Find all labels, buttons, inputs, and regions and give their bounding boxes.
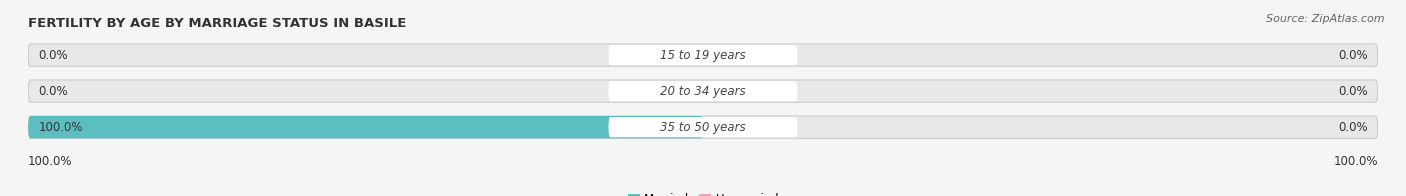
FancyBboxPatch shape bbox=[28, 44, 1378, 66]
Text: 0.0%: 0.0% bbox=[1339, 85, 1368, 98]
Text: 100.0%: 100.0% bbox=[28, 155, 73, 168]
FancyBboxPatch shape bbox=[28, 116, 703, 138]
FancyBboxPatch shape bbox=[609, 117, 797, 137]
FancyBboxPatch shape bbox=[609, 81, 797, 101]
Text: 100.0%: 100.0% bbox=[1333, 155, 1378, 168]
FancyBboxPatch shape bbox=[28, 116, 1378, 138]
Text: 15 to 19 years: 15 to 19 years bbox=[661, 49, 745, 62]
Text: 100.0%: 100.0% bbox=[38, 121, 83, 134]
Legend: Married, Unmarried: Married, Unmarried bbox=[623, 188, 783, 196]
Text: 0.0%: 0.0% bbox=[38, 85, 67, 98]
Text: 20 to 34 years: 20 to 34 years bbox=[661, 85, 745, 98]
Text: 0.0%: 0.0% bbox=[1339, 121, 1368, 134]
Text: 0.0%: 0.0% bbox=[38, 49, 67, 62]
FancyBboxPatch shape bbox=[28, 80, 1378, 102]
Text: Source: ZipAtlas.com: Source: ZipAtlas.com bbox=[1267, 14, 1385, 24]
FancyBboxPatch shape bbox=[609, 45, 797, 65]
Text: FERTILITY BY AGE BY MARRIAGE STATUS IN BASILE: FERTILITY BY AGE BY MARRIAGE STATUS IN B… bbox=[28, 17, 406, 30]
Text: 0.0%: 0.0% bbox=[1339, 49, 1368, 62]
Text: 35 to 50 years: 35 to 50 years bbox=[661, 121, 745, 134]
